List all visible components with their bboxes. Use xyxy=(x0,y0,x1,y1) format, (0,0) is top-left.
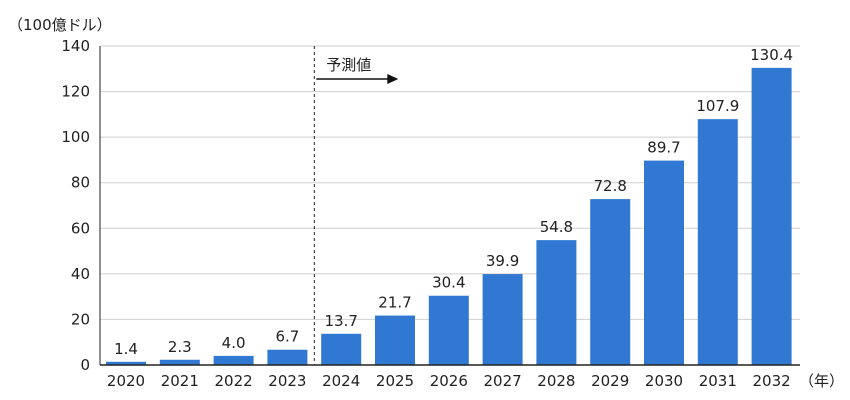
bar-2021 xyxy=(159,359,200,365)
x-tick-label-2032: 2032 xyxy=(753,372,791,390)
value-label-2025: 21.7 xyxy=(378,294,411,312)
value-label-2020: 1.4 xyxy=(114,340,138,358)
x-tick-label-2030: 2030 xyxy=(645,372,683,390)
value-label-2028: 54.8 xyxy=(540,218,573,236)
value-label-2029: 72.8 xyxy=(593,177,626,195)
x-axis-unit-label: （年） xyxy=(799,372,844,390)
value-label-2023: 6.7 xyxy=(275,328,299,346)
bar-2025 xyxy=(375,315,415,365)
bars xyxy=(106,67,792,366)
value-labels: 1.4 2.3 4.0 6.7 13.7 21.7 30.4 39.9 54.8 72.8 89.7… xyxy=(114,46,793,358)
y-tick-label: 0 xyxy=(80,356,90,374)
bar-2032 xyxy=(751,67,792,366)
x-tick-label-2027: 2027 xyxy=(484,372,522,390)
forecast-label: 予測値 xyxy=(326,56,371,74)
value-label-2027: 39.9 xyxy=(486,252,519,270)
x-tick-label-2026: 2026 xyxy=(430,372,468,390)
arrow-right-icon xyxy=(387,74,399,84)
x-tick-label-2028: 2028 xyxy=(537,372,575,390)
y-tick-label: 40 xyxy=(71,265,90,283)
x-tick-label-2025: 2025 xyxy=(376,372,414,390)
grid-lines xyxy=(100,45,800,320)
axes: 0 20 40 60 80 100 120 140 2020 2021 2022 2023 2024 20… xyxy=(61,37,800,390)
bar-2024 xyxy=(321,333,362,365)
bar-2028 xyxy=(536,240,577,365)
value-label-2021: 2.3 xyxy=(168,338,192,356)
y-tick-label: 60 xyxy=(71,219,90,237)
y-tick-label: 100 xyxy=(61,128,90,146)
x-tick-label-2031: 2031 xyxy=(699,372,737,390)
value-label-2030: 89.7 xyxy=(647,139,680,157)
y-tick-label: 120 xyxy=(61,83,90,101)
value-label-2032: 130.4 xyxy=(750,46,793,64)
bar-2023 xyxy=(267,349,308,365)
bar-2027 xyxy=(482,274,523,365)
x-tick-label-2022: 2022 xyxy=(215,372,253,390)
bar-2020 xyxy=(106,361,146,365)
y-tick-label: 80 xyxy=(71,174,90,192)
x-tick-label-2024: 2024 xyxy=(322,372,360,390)
x-tick-label-2029: 2029 xyxy=(591,372,629,390)
x-tick-label-2020: 2020 xyxy=(107,372,145,390)
x-tick-label-2021: 2021 xyxy=(161,372,199,390)
bar-2026 xyxy=(428,295,469,365)
bar-2031 xyxy=(697,119,738,365)
y-axis-unit-label: （100億ドル） xyxy=(8,16,112,34)
bar-2022 xyxy=(213,355,254,365)
value-label-2026: 30.4 xyxy=(432,274,465,292)
forecast-annotation: 予測値 xyxy=(313,46,399,365)
y-tick-label: 140 xyxy=(61,37,90,55)
value-label-2022: 4.0 xyxy=(222,334,246,352)
bar-2030 xyxy=(644,160,684,365)
value-label-2024: 13.7 xyxy=(324,312,357,330)
y-tick-label: 20 xyxy=(71,310,90,328)
value-label-2031: 107.9 xyxy=(696,97,739,115)
x-tick-label-2023: 2023 xyxy=(268,372,306,390)
bar-2029 xyxy=(590,199,631,365)
